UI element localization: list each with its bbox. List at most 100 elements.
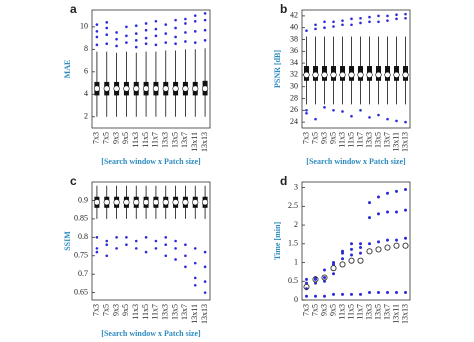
x-tick-label: 9x5 (121, 132, 130, 144)
point (386, 210, 389, 214)
median (172, 199, 179, 206)
x-tick-label: 7x3 (301, 132, 310, 144)
x-tick-label: 7x3 (92, 132, 101, 144)
median (357, 71, 364, 78)
outlier (174, 42, 177, 46)
outlier (350, 114, 353, 118)
point (350, 292, 353, 296)
y-tick-label: 6 (84, 67, 88, 76)
outlier (203, 39, 207, 42)
point (341, 251, 344, 255)
y-tick-label: 0.5 (288, 276, 298, 285)
point (368, 291, 371, 295)
outlier (125, 41, 128, 44)
y-tick-label: 0.7 (78, 269, 88, 278)
y-tick-label: 36 (290, 46, 298, 55)
outlier (193, 14, 197, 17)
outlier (193, 261, 197, 265)
point (377, 240, 380, 244)
outlier (174, 26, 177, 30)
x-axis-label: [Search window x Patch size] (306, 157, 406, 166)
outlier (404, 120, 407, 124)
outlier (174, 18, 177, 22)
point (395, 238, 398, 242)
point (357, 257, 364, 264)
y-tick-label: 28 (290, 93, 298, 102)
median (103, 85, 110, 92)
y-tick-label: 38 (290, 34, 298, 43)
outlier (144, 36, 148, 40)
outlier (125, 34, 128, 38)
x-tick-label: 11x5 (346, 132, 355, 148)
outlier (164, 236, 168, 239)
x-tick-label: 13x13 (400, 304, 409, 324)
median (402, 71, 409, 78)
outlier (125, 236, 128, 239)
outlier (323, 26, 326, 30)
point (386, 291, 389, 295)
outlier (134, 32, 138, 35)
point (314, 294, 317, 298)
point (321, 274, 328, 281)
outlier (404, 12, 407, 16)
point (386, 238, 389, 242)
outlier (395, 17, 398, 21)
outlier (386, 19, 389, 22)
outlier (95, 250, 99, 254)
point (305, 294, 308, 298)
x-tick-label: 7x5 (310, 132, 319, 144)
outlier (193, 19, 197, 23)
median (201, 199, 209, 206)
plot-frame (91, 9, 211, 129)
outlier (144, 42, 148, 46)
outlier (314, 23, 317, 27)
outlier (154, 34, 158, 38)
x-tick-label: 13x3 (161, 132, 170, 148)
point (341, 257, 344, 261)
y-tick-label: 1 (294, 257, 298, 266)
panel-label: b (280, 2, 287, 16)
outlier (154, 19, 158, 23)
x-tick-label: 13x5 (373, 132, 382, 148)
point (404, 187, 407, 191)
point (377, 291, 380, 295)
outlier (350, 23, 353, 27)
plot-frame (301, 181, 411, 301)
point (359, 292, 362, 296)
outlier (154, 247, 158, 250)
outlier (134, 24, 138, 28)
x-tick-label: 13x11 (391, 132, 400, 152)
outlier (314, 27, 317, 31)
outlier (134, 39, 138, 42)
y-axis-label: PSNR [dB] (273, 50, 282, 88)
median (152, 199, 160, 206)
x-tick-label: 13x5 (170, 132, 179, 148)
point (305, 281, 308, 285)
x-tick-label: 13x11 (190, 132, 199, 152)
median (330, 71, 337, 78)
outlier (359, 16, 362, 20)
outlier (341, 110, 344, 113)
panel-label: d (280, 174, 287, 188)
median (375, 71, 382, 78)
y-tick-label: 30 (290, 82, 298, 91)
outlier (184, 243, 187, 246)
x-axis-label: [Search window x Patch size] (101, 329, 201, 338)
point (384, 244, 391, 251)
outlier (164, 32, 168, 35)
median (192, 85, 199, 92)
outlier (203, 280, 207, 283)
point (323, 276, 326, 280)
outlier (386, 14, 389, 18)
x-tick-label: 11x7 (355, 132, 364, 148)
outlier (105, 243, 109, 246)
x-tick-label: 11x5 (141, 304, 150, 320)
median (384, 71, 391, 78)
point (332, 262, 335, 266)
y-tick-label: 26 (290, 105, 298, 114)
x-tick-label: 9x3 (319, 132, 328, 144)
outlier (305, 109, 308, 112)
outlier (203, 291, 207, 294)
x-tick-label: 13x7 (382, 304, 391, 320)
